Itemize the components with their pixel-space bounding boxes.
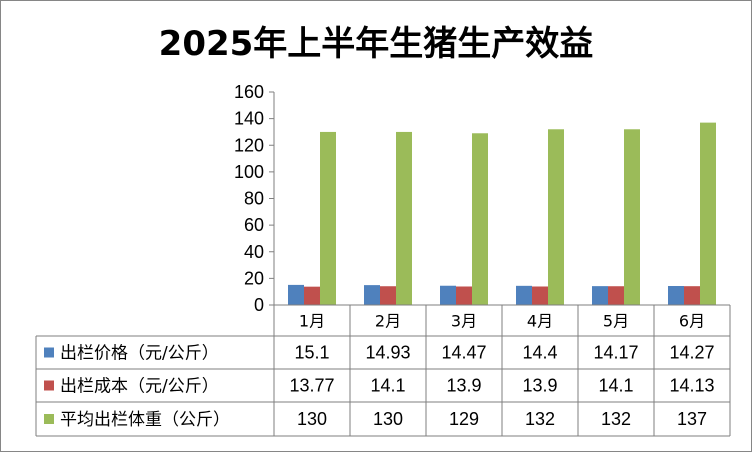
y-tick-label: 160 [234, 82, 264, 102]
bar-series-1 [516, 285, 532, 305]
bar-series-3 [396, 131, 412, 305]
legend-label-series-2: 出栏成本（元/公斤） [60, 377, 219, 397]
y-tick-label: 140 [234, 109, 264, 129]
bar-series-2 [608, 286, 624, 305]
bar-series-1 [364, 285, 380, 305]
legend-label-series-3: 平均出栏体重（公斤） [60, 410, 230, 430]
y-tick-label: 20 [244, 268, 264, 288]
data-label: 129 [449, 409, 479, 429]
bar-series-2 [304, 286, 320, 305]
y-tick-label: 0 [254, 295, 264, 315]
bar-series-2 [684, 286, 700, 305]
category-label: 5月 [603, 312, 629, 331]
y-tick-label: 100 [234, 162, 264, 182]
data-label: 14.47 [441, 343, 486, 363]
bar-series-3 [624, 129, 640, 305]
bar-series-3 [700, 122, 716, 306]
data-label: 14.93 [365, 343, 410, 363]
data-label: 14.17 [593, 343, 638, 363]
bar-series-3 [320, 131, 336, 305]
category-label: 3月 [451, 312, 477, 331]
y-axis: 0 20 40 60 80 100 120 140 160 [234, 82, 275, 315]
category-label: 4月 [527, 312, 553, 331]
bar-series-1 [592, 286, 608, 305]
legend-key-series-2 [44, 380, 54, 391]
data-label: 13.9 [522, 376, 557, 396]
data-label: 14.4 [522, 343, 557, 363]
category-label: 6月 [679, 312, 705, 331]
data-label: 14.27 [669, 343, 714, 363]
bars [288, 122, 716, 306]
data-label: 130 [297, 409, 327, 429]
bar-series-2 [456, 286, 472, 305]
chart-title: 2025年上半年生猪生产效益 [159, 24, 594, 64]
data-label: 13.77 [289, 376, 334, 396]
category-label: 1月 [299, 312, 325, 331]
data-label: 137 [677, 409, 707, 429]
legend-key-series-3 [44, 414, 54, 424]
legend-key-series-1 [44, 347, 54, 358]
bar-series-1 [440, 285, 456, 305]
y-tick-label: 120 [234, 135, 264, 155]
bar-series-3 [472, 133, 488, 305]
data-label: 13.9 [446, 376, 481, 396]
data-label: 14.1 [598, 376, 633, 396]
y-tick-label: 80 [244, 189, 264, 209]
bar-series-1 [288, 284, 304, 305]
category-label: 2月 [375, 312, 401, 331]
data-label: 132 [601, 409, 631, 429]
data-label: 14.13 [669, 376, 714, 396]
data-label: 14.1 [370, 376, 405, 396]
data-label: 15.1 [294, 343, 329, 363]
data-label: 130 [373, 409, 403, 429]
bar-series-3 [548, 129, 564, 305]
data-label: 132 [525, 409, 555, 429]
bar-series-2 [380, 286, 396, 305]
bar-series-2 [532, 286, 548, 305]
y-tick-label: 40 [244, 242, 264, 262]
legend-label-series-1: 出栏价格（元/公斤） [60, 344, 219, 364]
y-tick-label: 60 [244, 215, 264, 235]
bar-series-1 [668, 286, 684, 305]
